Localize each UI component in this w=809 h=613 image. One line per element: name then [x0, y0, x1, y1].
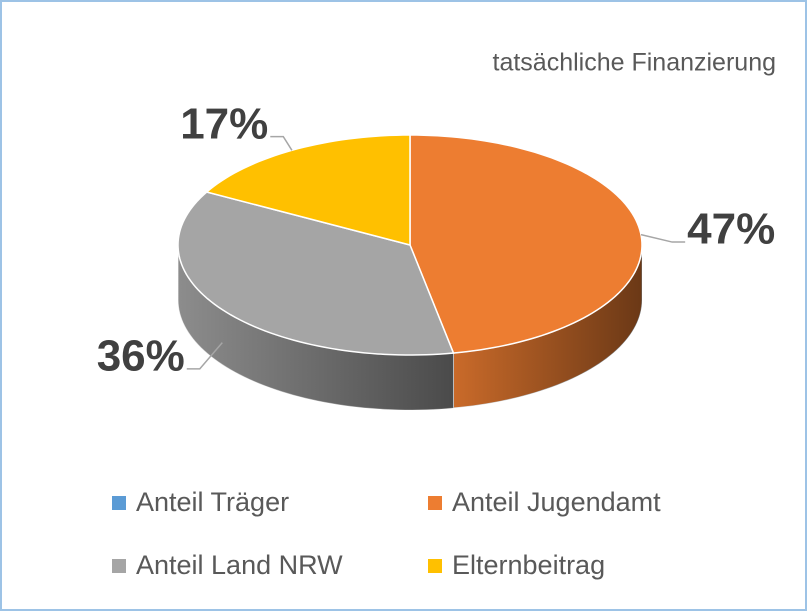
pie-side-shade: [453, 245, 642, 409]
leader-line: [186, 342, 223, 370]
legend-label: Anteil Träger: [136, 487, 289, 517]
legend-swatch: [428, 496, 442, 510]
data-label: 36%: [97, 331, 185, 380]
chart-title: tatsächliche Finanzierung: [493, 49, 777, 77]
pie-side-shade: [178, 245, 454, 410]
data-label: 47%: [687, 205, 775, 254]
pie-slice: [409, 134, 643, 354]
pie-slice: [177, 191, 455, 356]
leader-line: [270, 135, 293, 151]
legend-label: Anteil Jugendamt: [452, 487, 661, 517]
legend-swatch: [428, 559, 442, 573]
leader-line: [640, 233, 686, 243]
data-label: 17%: [180, 99, 268, 148]
legend-label: Elternbeitrag: [452, 550, 605, 580]
legend-swatch: [112, 496, 126, 510]
legend-label: Anteil Land NRW: [136, 550, 343, 580]
legend-swatch: [112, 559, 126, 573]
